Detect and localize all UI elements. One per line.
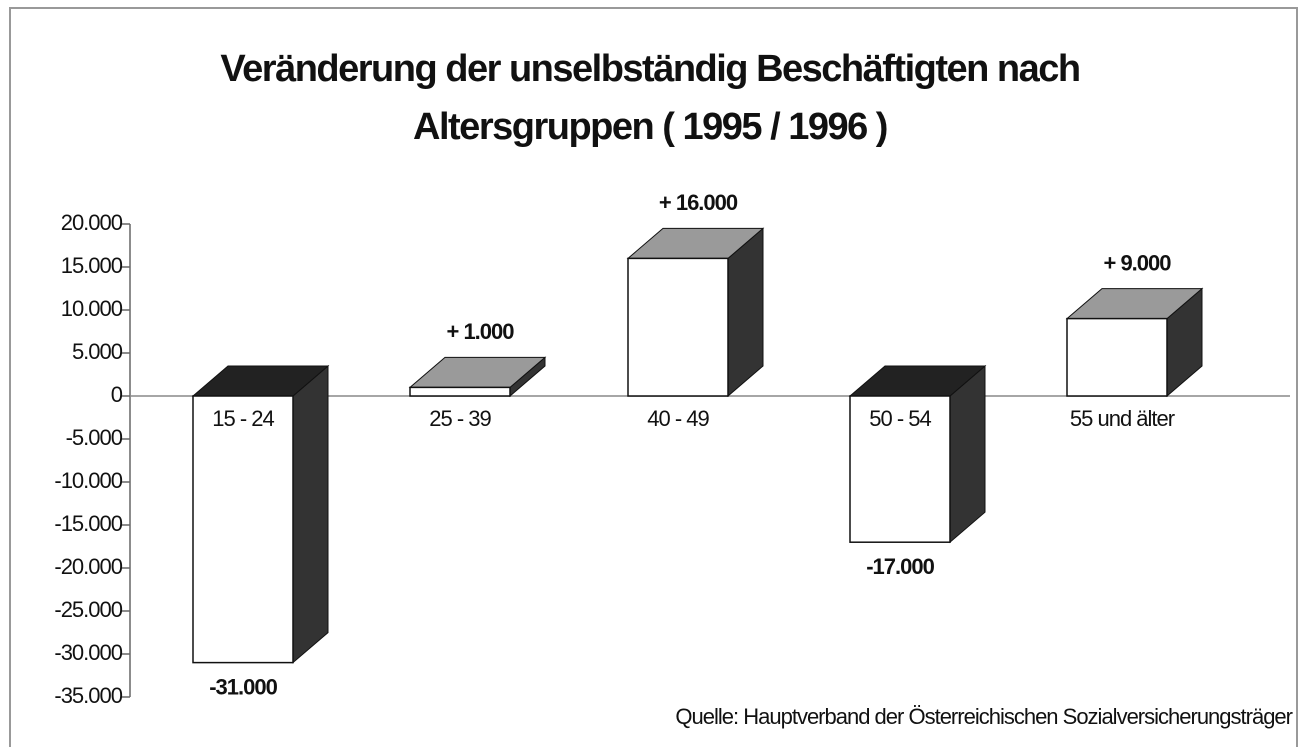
value-label: -31.000 — [209, 674, 277, 699]
bar — [1066, 317, 1168, 397]
y-tick-label: -5.000 — [66, 425, 123, 450]
category-label: 50 - 54 — [869, 406, 931, 431]
y-tick-label: -20.000 — [54, 554, 122, 579]
y-tick-label: 5.000 — [72, 339, 123, 364]
y-tick-label: 0 — [111, 382, 123, 407]
y-tick-label: -35.000 — [54, 683, 122, 708]
bar — [192, 395, 294, 664]
bar-side — [292, 364, 329, 664]
value-label: + 1.000 — [446, 319, 514, 344]
y-tick-label: -10.000 — [54, 468, 122, 493]
category-label: 15 - 24 — [212, 406, 274, 431]
value-label: -17.000 — [866, 554, 934, 579]
y-tick-label: 20.000 — [61, 210, 123, 235]
category-label: 25 - 39 — [429, 406, 491, 431]
value-label: + 9.000 — [1103, 250, 1171, 275]
y-tick-label: 10.000 — [61, 296, 123, 321]
chart-title: Veränderung der unselbständig Beschäftig… — [220, 48, 1081, 148]
y-tick-label: -25.000 — [54, 597, 122, 622]
category-label: 40 - 49 — [647, 406, 709, 431]
bar-side — [949, 364, 986, 544]
y-tick-label: -15.000 — [54, 511, 122, 536]
category-label: 55 und älter — [1070, 406, 1175, 431]
frame — [9, 7, 1298, 747]
value-label: + 16.000 — [659, 190, 738, 215]
y-tick-label: 15.000 — [61, 253, 123, 278]
bar — [627, 257, 729, 397]
bar — [849, 395, 951, 543]
y-tick-label: -30.000 — [54, 640, 122, 665]
bar — [409, 386, 511, 397]
source-note: Quelle: Hauptverband der Österreichische… — [675, 704, 1292, 729]
